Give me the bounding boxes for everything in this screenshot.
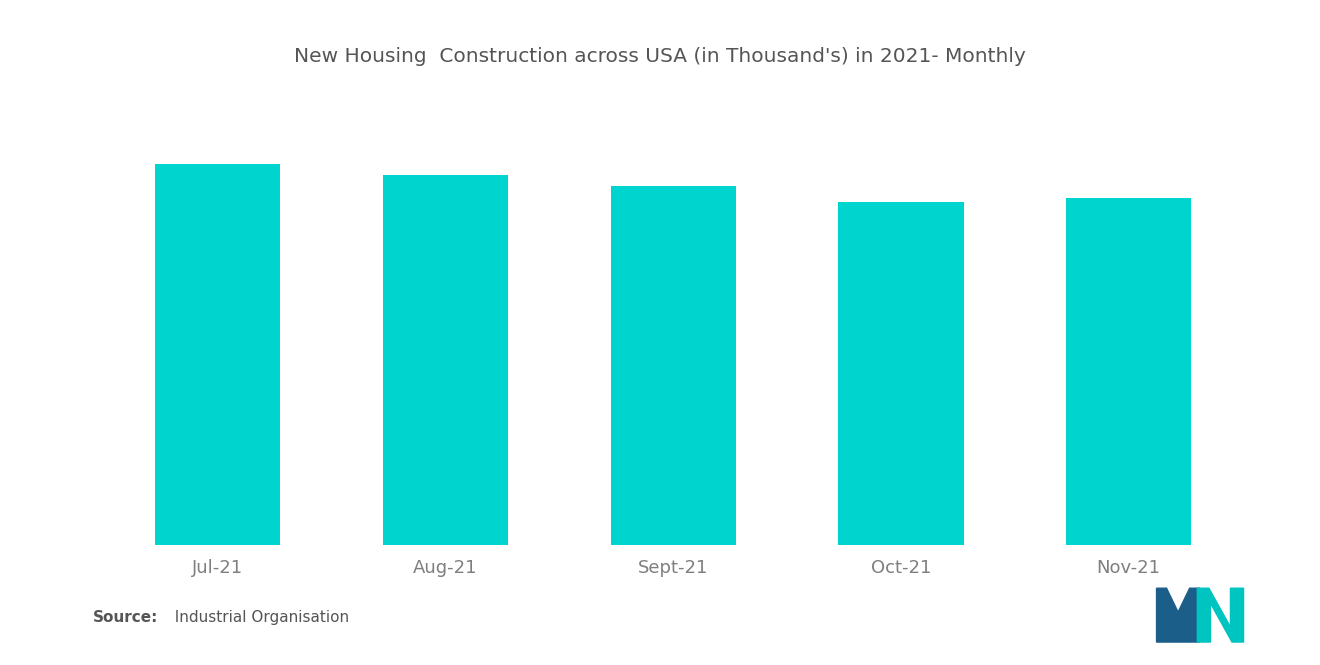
Bar <box>383 175 508 545</box>
Text: Industrial Organisation: Industrial Organisation <box>165 610 348 625</box>
Bar <box>611 186 735 545</box>
Bar <box>1067 198 1192 545</box>
Bar <box>154 164 280 545</box>
Polygon shape <box>1197 589 1243 642</box>
Text: Source:: Source: <box>92 610 158 625</box>
Polygon shape <box>1156 589 1200 642</box>
Bar <box>838 201 964 545</box>
Text: New Housing  Construction across USA (in Thousand's) in 2021- Monthly: New Housing Construction across USA (in … <box>294 47 1026 66</box>
